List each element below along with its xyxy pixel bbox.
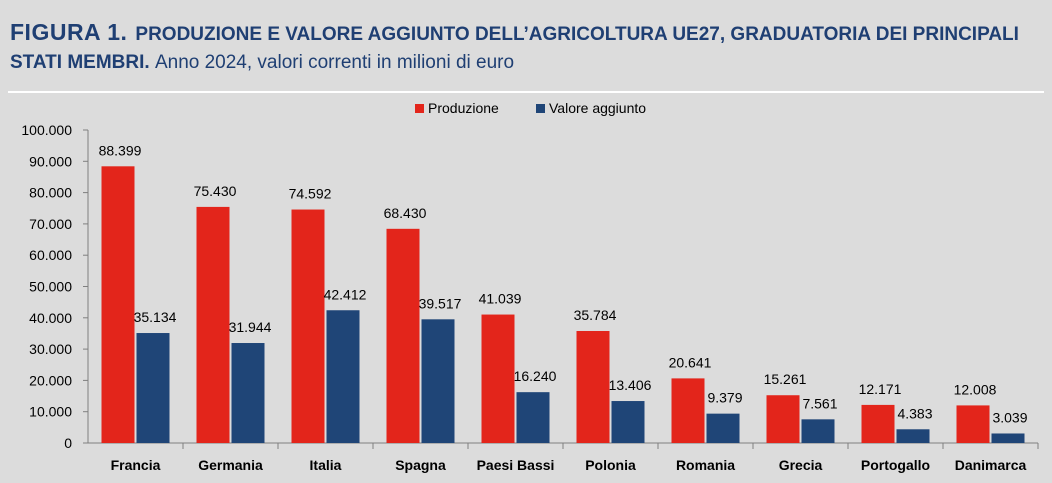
x-tick-label: Paesi Bassi bbox=[477, 457, 555, 473]
bar-valore-aggiunto bbox=[706, 413, 740, 443]
y-tick-label: 0 bbox=[64, 435, 72, 451]
data-label: 41.039 bbox=[479, 291, 522, 307]
data-label: 9.379 bbox=[707, 390, 742, 406]
figure-label: FIGURA 1. bbox=[10, 19, 128, 45]
data-label: 75.430 bbox=[194, 183, 237, 199]
data-label: 35.784 bbox=[574, 307, 617, 323]
bar-produzione bbox=[956, 405, 990, 443]
y-tick-label: 90.000 bbox=[29, 153, 72, 169]
y-tick-label: 10.000 bbox=[29, 404, 72, 420]
x-tick-label: Portogallo bbox=[861, 457, 930, 473]
y-tick-label: 50.000 bbox=[29, 279, 72, 295]
y-tick-label: 80.000 bbox=[29, 185, 72, 201]
bar-valore-aggiunto bbox=[421, 319, 455, 443]
x-tick-label: Polonia bbox=[585, 457, 636, 473]
y-tick-label: 60.000 bbox=[29, 247, 72, 263]
bar-valore-aggiunto bbox=[801, 419, 835, 443]
x-tick-label: Romania bbox=[676, 457, 735, 473]
bar-produzione bbox=[386, 228, 420, 443]
bar-valore-aggiunto bbox=[611, 401, 645, 443]
data-label: 39.517 bbox=[419, 295, 462, 311]
bar-produzione bbox=[481, 314, 515, 443]
x-tick-label: Grecia bbox=[779, 457, 823, 473]
y-tick-label: 100.000 bbox=[21, 122, 72, 138]
bar-valore-aggiunto bbox=[516, 392, 550, 443]
y-tick-label: 20.000 bbox=[29, 372, 72, 388]
data-label: 42.412 bbox=[324, 286, 367, 302]
bar-produzione bbox=[861, 404, 895, 443]
data-label: 35.134 bbox=[134, 309, 177, 325]
y-tick-label: 40.000 bbox=[29, 310, 72, 326]
y-tick-label: 30.000 bbox=[29, 341, 72, 357]
data-label: 12.171 bbox=[859, 381, 902, 397]
chart-subtitle: Anno 2024, valori correnti in milioni di… bbox=[154, 52, 515, 73]
data-label: 20.641 bbox=[669, 354, 712, 370]
data-label: 16.240 bbox=[514, 368, 557, 384]
bar-valore-aggiunto bbox=[991, 433, 1025, 443]
bar-produzione bbox=[291, 209, 325, 443]
x-tick-label: Germania bbox=[198, 457, 263, 473]
bar-produzione bbox=[766, 395, 800, 443]
header-divider bbox=[8, 91, 1044, 93]
x-tick-label: Francia bbox=[111, 457, 161, 473]
x-tick-label: Italia bbox=[310, 457, 342, 473]
data-label: 88.399 bbox=[99, 142, 142, 158]
data-label: 74.592 bbox=[289, 186, 332, 202]
data-label: 13.406 bbox=[609, 377, 652, 393]
data-label: 12.008 bbox=[954, 381, 997, 397]
bar-produzione bbox=[101, 166, 135, 443]
data-label: 7.561 bbox=[802, 395, 837, 411]
data-label: 68.430 bbox=[384, 205, 427, 221]
bar-produzione bbox=[196, 206, 230, 443]
legend-swatch bbox=[415, 104, 424, 113]
x-tick-label: Danimarca bbox=[955, 457, 1027, 473]
bar-valore-aggiunto bbox=[896, 429, 930, 443]
legend-swatch bbox=[536, 104, 545, 113]
y-tick-label: 70.000 bbox=[29, 216, 72, 232]
bar-valore-aggiunto bbox=[326, 310, 360, 443]
chart-title: PRODUZIONE E VALORE AGGIUNTO DELL’AGRICO… bbox=[10, 24, 1019, 73]
data-label: 3.039 bbox=[992, 409, 1027, 425]
bar-valore-aggiunto bbox=[136, 333, 170, 443]
data-label: 15.261 bbox=[764, 371, 807, 387]
chart-header: FIGURA 1. PRODUZIONE E VALORE AGGIUNTO DE… bbox=[10, 18, 1045, 77]
legend-entry: Valore aggiunto bbox=[549, 100, 646, 116]
bar-valore-aggiunto bbox=[231, 343, 265, 443]
data-label: 4.383 bbox=[897, 405, 932, 421]
x-tick-label: Spagna bbox=[395, 457, 446, 473]
data-label: 31.944 bbox=[229, 319, 272, 335]
bar-produzione bbox=[671, 378, 705, 443]
bar-produzione bbox=[576, 330, 610, 443]
legend-entry: Produzione bbox=[428, 100, 499, 116]
